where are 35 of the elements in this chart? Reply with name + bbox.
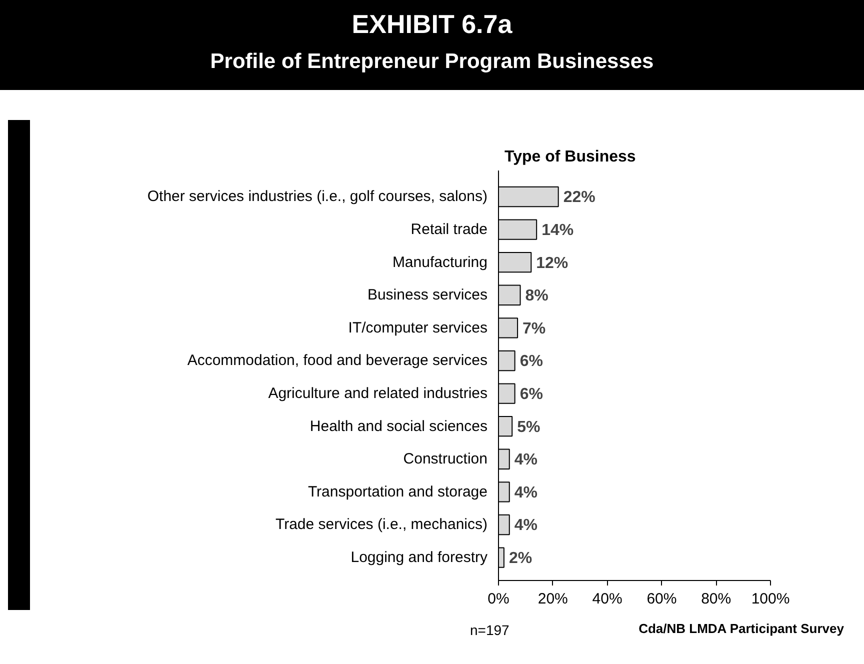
data-label: 2% xyxy=(508,550,532,568)
chart-title: EXHIBIT 6.7a xyxy=(350,8,514,41)
data-label: 5% xyxy=(517,418,540,436)
y-tick-label: Logging and forestry xyxy=(350,549,488,566)
data-label: 22% xyxy=(563,189,596,206)
chart-subtitle: Profile of Entrepreneur Program Businesses xyxy=(209,49,655,76)
data-label: 12% xyxy=(536,254,568,272)
y-tick-label: Business services xyxy=(367,286,488,304)
y-tick-label: Trade services (i.e., mechanics) xyxy=(275,516,488,534)
text: n=197 xyxy=(470,621,510,640)
x-tick-label: 20% xyxy=(538,590,568,608)
data-label: 4% xyxy=(514,452,538,469)
y-tick-label: Other services industries (i.e., golf courses, salons) xyxy=(147,188,488,206)
data-label: 6% xyxy=(520,353,543,370)
x-tick-label: 80% xyxy=(701,590,732,608)
data-label: 8% xyxy=(525,288,548,305)
legend-title: Type of Business xyxy=(504,148,636,166)
y-tick-label: Accommodation, food and beverage services xyxy=(187,352,488,370)
y-tick-label: Construction xyxy=(403,450,488,468)
y-tick-label: IT/computer services xyxy=(348,319,488,336)
x-tick-label: 60% xyxy=(646,590,677,608)
y-tick-label: Agriculture and related industries xyxy=(268,385,488,402)
y-tick-label: Retail trade xyxy=(410,221,488,238)
y-tick-label: Health and social sciences xyxy=(310,418,488,435)
text: Cda/NB LMDA Participant Survey xyxy=(638,620,844,638)
data-label: 4% xyxy=(514,517,538,534)
x-tick-label: 0% xyxy=(488,590,510,608)
y-tick-label: Manufacturing xyxy=(392,254,488,271)
data-label: 14% xyxy=(542,222,574,240)
data-label: 4% xyxy=(514,484,538,502)
data-label: 6% xyxy=(520,386,543,404)
data-label: 7% xyxy=(522,320,546,338)
x-tick-label: 40% xyxy=(592,590,622,608)
y-tick-label: Transportation and storage xyxy=(308,483,488,500)
x-tick-label: 100% xyxy=(751,590,790,608)
